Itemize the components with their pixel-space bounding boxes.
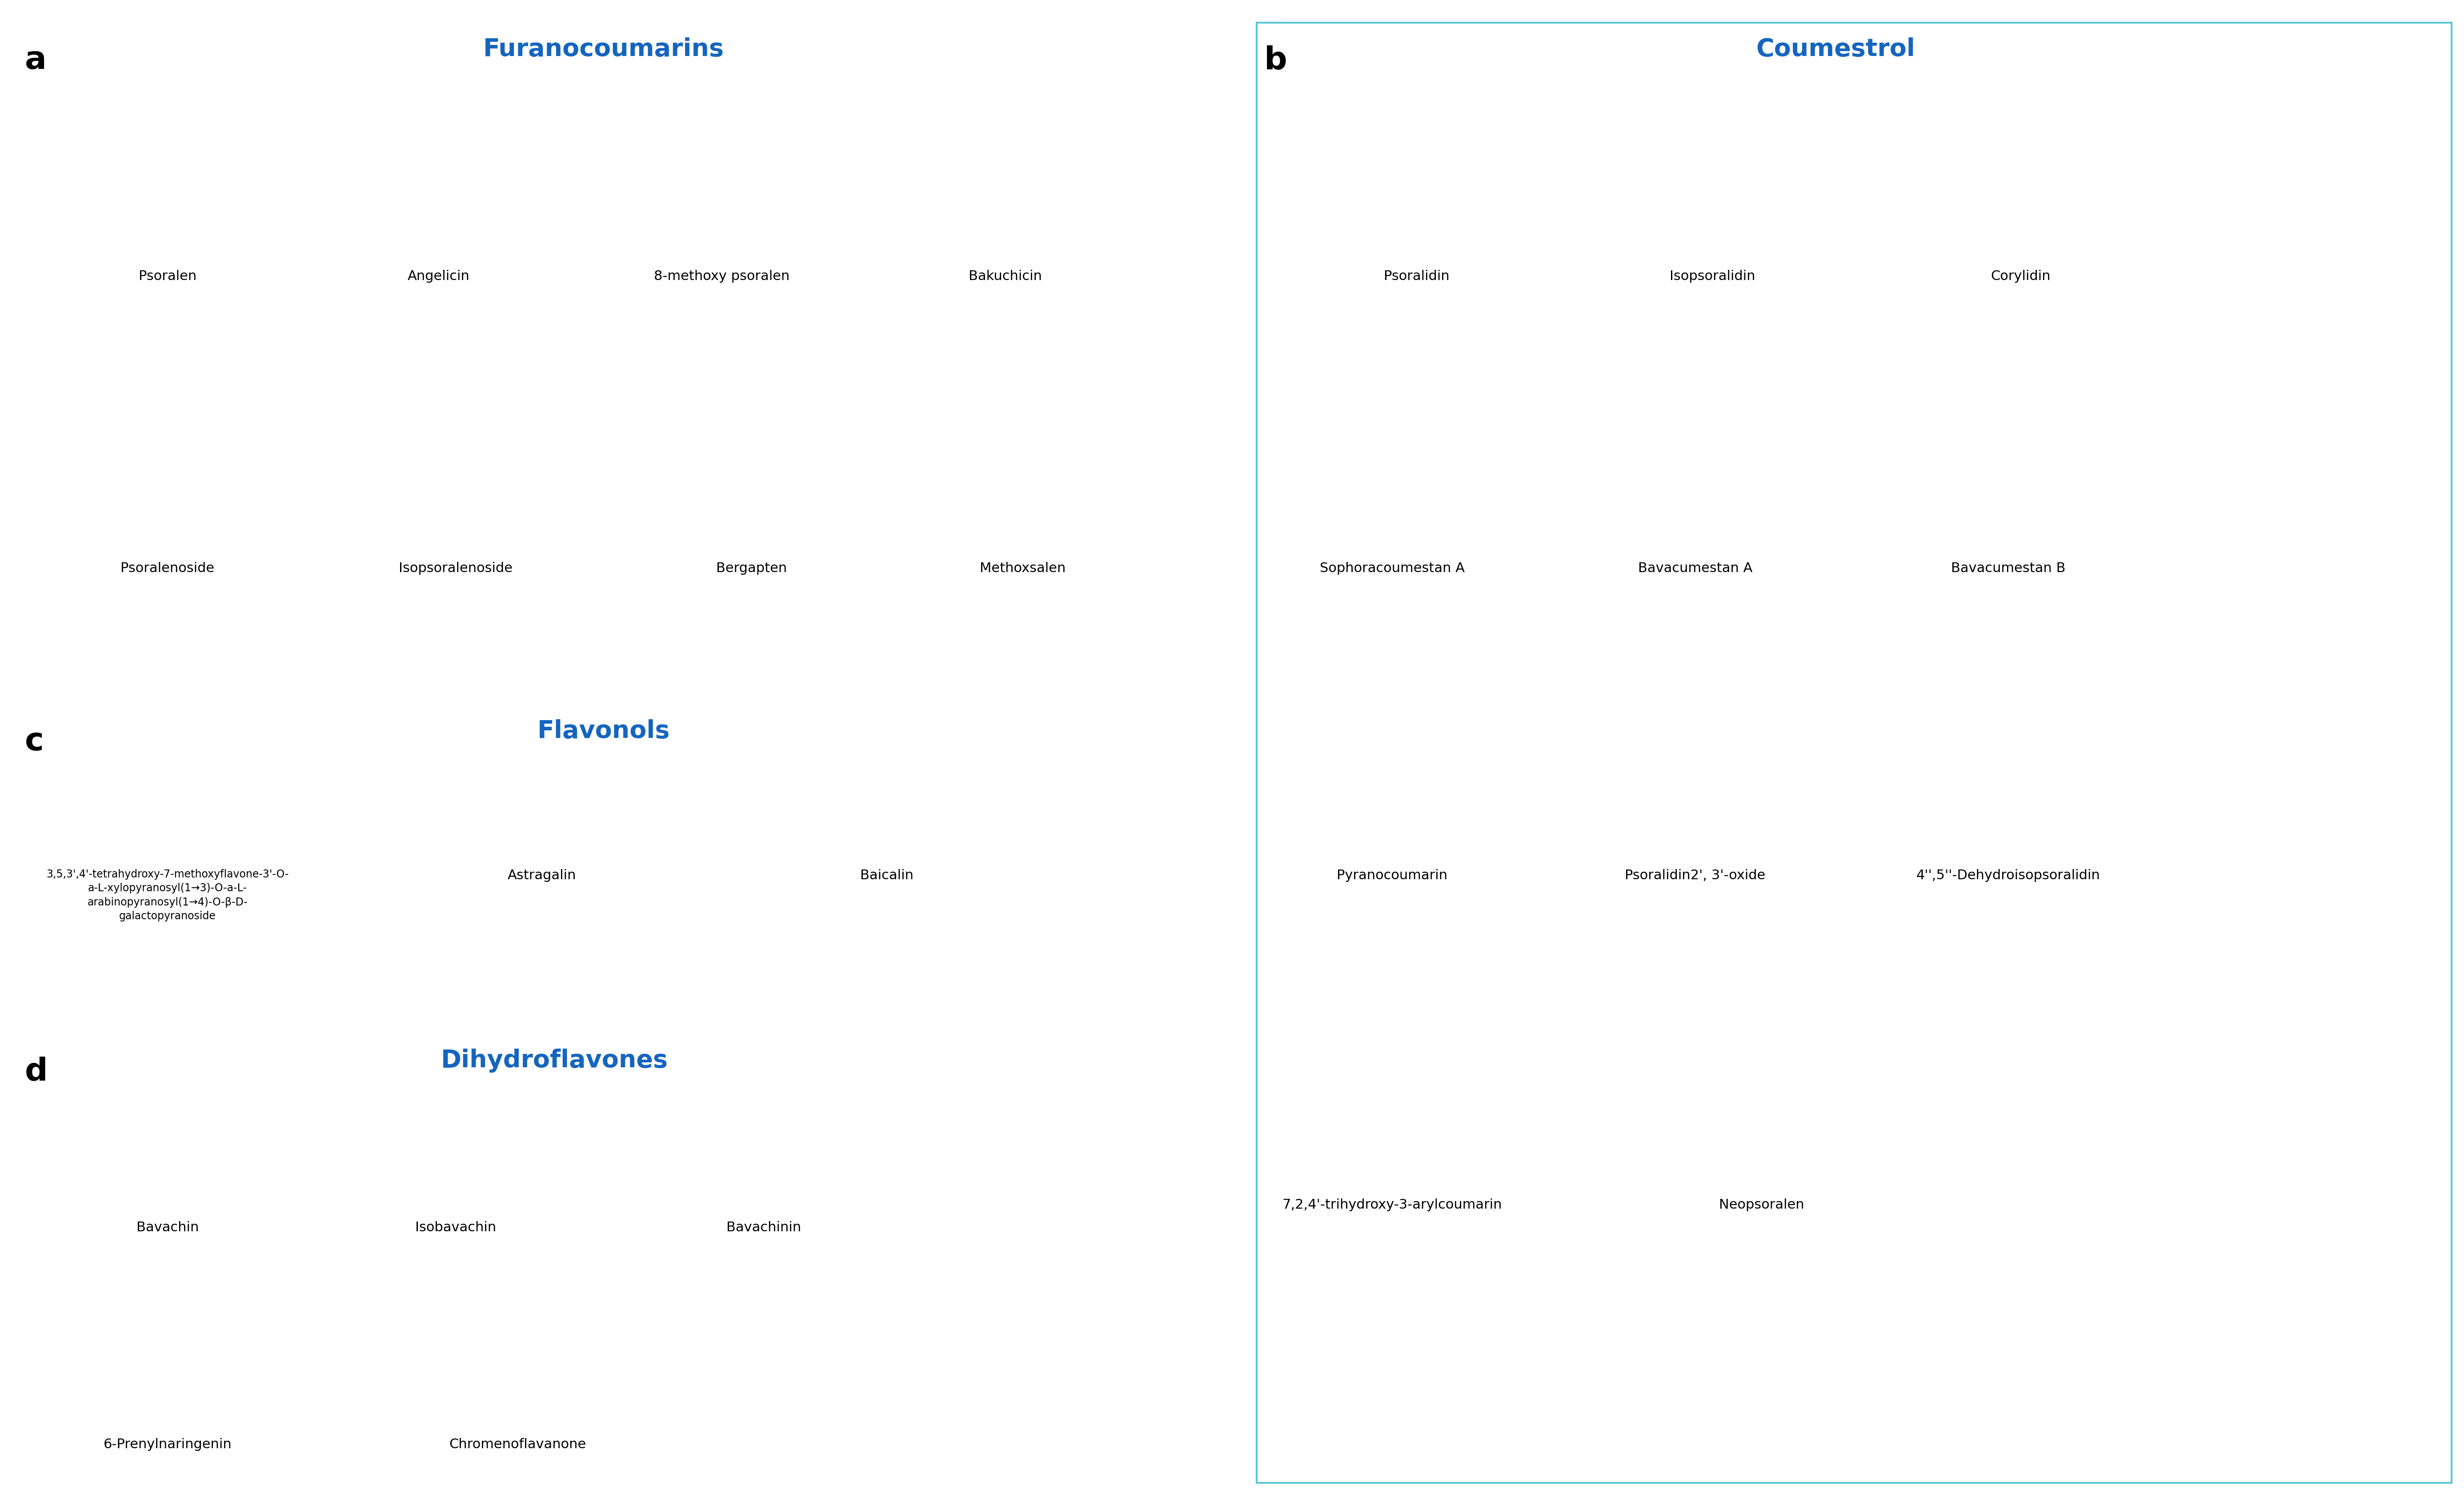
Text: Corylidin: Corylidin (1991, 270, 2050, 283)
Text: Neopsoralen: Neopsoralen (1720, 1198, 1804, 1212)
Text: 4'',5''-Dehydroisopsoralidin: 4'',5''-Dehydroisopsoralidin (1917, 869, 2099, 882)
Text: Coumestrol: Coumestrol (1757, 37, 1915, 61)
Text: d: d (25, 1056, 47, 1086)
Text: Bavachin: Bavachin (136, 1221, 200, 1234)
Text: Bergapten: Bergapten (717, 562, 786, 575)
Text: Psoralen: Psoralen (138, 270, 197, 283)
Text: 8-methoxy psoralen: 8-methoxy psoralen (653, 270, 791, 283)
Text: Pyranocoumarin: Pyranocoumarin (1338, 869, 1446, 882)
Text: Psoralidin: Psoralidin (1385, 270, 1449, 283)
Text: c: c (25, 727, 44, 756)
Text: Methoxsalen: Methoxsalen (981, 562, 1064, 575)
Text: Bakuchicin: Bakuchicin (968, 270, 1042, 283)
Text: Baicalin: Baicalin (860, 869, 914, 882)
Text: Isopsoralenoside: Isopsoralenoside (399, 562, 513, 575)
Text: Psoralenoside: Psoralenoside (121, 562, 214, 575)
Text: 7,2,4'-trihydroxy-3-arylcoumarin: 7,2,4'-trihydroxy-3-arylcoumarin (1281, 1198, 1503, 1212)
Text: 3,5,3',4'-tetrahydroxy-7-methoxyflavone-3'-O-
a-L-xylopyranosyl(1→3)-O-a-L-
arab: 3,5,3',4'-tetrahydroxy-7-methoxyflavone-… (47, 869, 288, 921)
Text: Bavacumestan A: Bavacumestan A (1639, 562, 1752, 575)
Text: Bavacumestan B: Bavacumestan B (1951, 562, 2065, 575)
Text: Flavonols: Flavonols (537, 719, 670, 743)
Text: a: a (25, 45, 47, 75)
Text: Dihydroflavones: Dihydroflavones (441, 1049, 668, 1073)
Text: Isobavachin: Isobavachin (416, 1221, 495, 1234)
Text: Bavachinin: Bavachinin (727, 1221, 801, 1234)
Text: Isopsoralidin: Isopsoralidin (1671, 270, 1754, 283)
Text: Psoralidin2', 3'-oxide: Psoralidin2', 3'-oxide (1624, 869, 1767, 882)
Text: Furanocoumarins: Furanocoumarins (483, 37, 724, 61)
Text: 6-Prenylnaringenin: 6-Prenylnaringenin (103, 1438, 232, 1452)
Text: b: b (1264, 45, 1286, 75)
Text: Chromenoflavanone: Chromenoflavanone (448, 1438, 586, 1452)
Text: Sophoracoumestan A: Sophoracoumestan A (1321, 562, 1464, 575)
Bar (1257, 22, 2452, 1483)
Text: Astragalin: Astragalin (508, 869, 577, 882)
Text: Angelicin: Angelicin (407, 270, 471, 283)
